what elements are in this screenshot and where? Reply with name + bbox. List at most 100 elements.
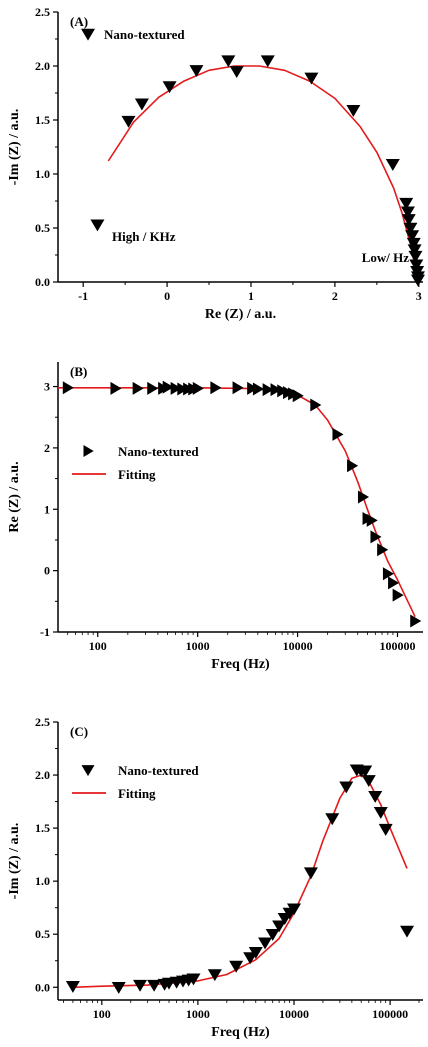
data-point [121,115,136,128]
data-point [270,383,282,397]
data-point [325,813,340,826]
data-point [192,381,204,395]
fitting-line [72,774,408,989]
legend-marker [83,445,94,457]
y-tick-label: 2.5 [35,715,50,729]
legend-label: Fitting [118,786,156,801]
data-point [377,543,389,557]
data-point [304,72,319,85]
y-tick-label: 2 [44,441,50,455]
y-tick-label: 0.5 [35,221,50,235]
data-point [260,55,275,68]
y-tick-label: -1 [40,625,50,639]
data-point [272,920,287,933]
chart-panel-a: 0.0 0.5 1.0 1.5 2.0 2.5 -1 0 1 2 3 Re (Z) / a.u. -Im… [7,5,425,322]
data-point [357,490,370,504]
y-tick-label: 3 [44,380,50,394]
x-tick-label: 10000 [283,639,313,653]
data-point [147,979,162,992]
data-point [207,969,222,982]
annotation-low-hz: Low/ Hz [362,250,410,265]
data-point [252,382,264,396]
data-point [210,381,222,395]
x-tick-label: 3 [416,289,422,303]
panel-label: (B) [70,364,87,379]
x-tick-label: 1000 [186,639,210,653]
data-point [292,389,304,403]
x-tick-label: -1 [78,289,88,303]
data-point [229,66,244,79]
data-point [186,973,201,986]
data-point [401,214,416,227]
x-tick-label: 2 [332,289,338,303]
data-point [410,274,425,287]
x-tick-label: 1 [248,289,254,303]
data-point [403,222,418,235]
data-point [90,219,105,232]
data-point [229,960,244,973]
y-tick-label: 1.5 [35,821,50,835]
data-point [388,576,400,590]
x-tick-label: 10000 [279,1007,309,1021]
x-tick-label: 100000 [372,1007,408,1021]
y-tick-label: 2.0 [35,768,50,782]
data-point [399,197,414,210]
x-tick-label: 100 [89,639,107,653]
x-tick-label: 100000 [379,639,415,653]
data-point [410,614,422,628]
data-point [221,55,236,68]
data-point [232,381,244,395]
y-tick-label: 0.0 [35,980,50,994]
y-tick-label: 1.0 [35,167,50,181]
data-point [407,244,422,257]
data-point [370,530,382,544]
panel-label: (C) [70,724,88,739]
y-tick-label: 0.5 [35,927,50,941]
data-point [62,381,74,395]
data-point [132,381,144,395]
y-tick-label: 0.0 [35,275,50,289]
data-point [277,384,289,398]
data-point [265,928,280,941]
data-point [409,259,424,272]
legend-label: Nano-textured [118,444,199,459]
data-point [247,381,259,395]
data-point [361,775,376,788]
data-point [347,459,359,473]
data-point [346,105,361,117]
fitting-line [58,387,416,618]
data-point [147,381,159,395]
data-point [170,381,182,395]
y-axis-title: -Im (Z) / a.u. [7,823,22,900]
data-point [382,567,394,581]
data-point [339,781,354,794]
data-point [303,867,318,880]
data-point [408,250,423,263]
data-point [392,588,404,602]
data-point [65,980,80,993]
data-point [400,925,415,938]
data-point [177,382,189,396]
legend-label: Nano-textured [118,763,199,778]
x-axis-title: Re (Z) / a.u. [205,307,276,322]
data-point [406,237,421,250]
data-point [358,765,373,778]
chart-panel-c: 0.0 0.5 1.0 1.5 2.0 2.5 100 1000 10000 100000 Freq… [7,715,423,1040]
x-tick-label: 1000 [186,1007,210,1021]
data-point [405,230,420,243]
data-point [373,806,388,819]
data-point [310,398,322,412]
x-axis-title: Freq (Hz) [211,1025,270,1040]
data-point [134,98,149,111]
x-axis-title: Freq (Hz) [211,657,270,672]
data-point [110,381,122,395]
y-tick-label: 1.0 [35,874,50,888]
data-point [400,206,415,219]
annotation-high-khz: High / KHz [112,229,176,244]
data-point [378,823,393,836]
data-point [366,513,378,527]
y-tick-label: 2.0 [35,59,50,73]
data-point [287,903,302,916]
data-point [368,791,383,803]
data-point [162,81,177,94]
